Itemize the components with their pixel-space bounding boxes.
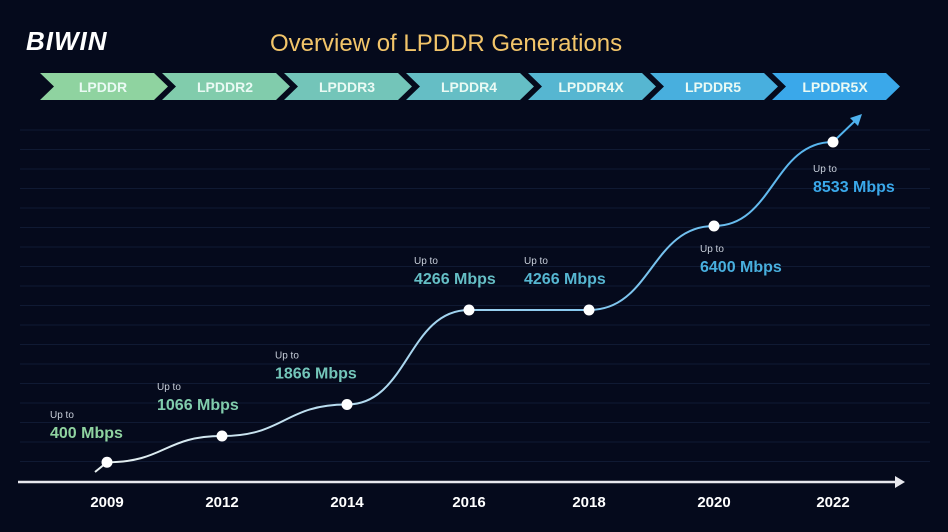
generation-label: LPDDR4 [441,79,497,95]
data-label-prefix: Up to [50,410,74,421]
data-label: 4266 Mbps [524,271,606,288]
x-tick-label: 2018 [572,494,605,511]
data-label-prefix: Up to [414,256,438,267]
data-point [708,220,720,232]
data-point [216,430,228,442]
data-point [101,456,113,468]
x-tick-label: 2022 [816,494,849,511]
data-point [463,304,475,316]
x-tick-label: 2012 [205,494,238,511]
generation-label: LPDDR2 [197,79,253,95]
generation-chevron [162,73,290,100]
generation-label: LPDDR5 [685,79,741,95]
data-label-prefix: Up to [157,382,181,393]
series-line [94,117,859,473]
generation-chevron [650,73,778,100]
data-label-prefix: Up to [813,164,837,175]
x-tick-label: 2014 [330,494,364,511]
data-label-prefix: Up to [700,244,724,255]
generation-label: LPDDR3 [319,79,375,95]
data-label: 4266 Mbps [414,271,496,288]
data-label-prefix: Up to [275,351,299,362]
generation-label: LPDDR4X [558,79,624,95]
x-tick-label: 2016 [452,494,485,511]
data-point [341,399,353,411]
series-arrow [850,114,862,126]
data-point [583,304,595,316]
data-label: 400 Mbps [50,425,123,442]
data-label: 6400 Mbps [700,259,782,276]
chart-title: Overview of LPDDR Generations [270,30,623,57]
generation-chevron [528,73,656,100]
data-point [827,136,839,148]
data-label: 8533 Mbps [813,179,895,196]
generation-label: LPDDR5X [802,79,868,95]
generation-chevron [406,73,534,100]
generation-chevron [772,73,900,100]
x-tick-label: 2009 [90,494,123,511]
x-axis-arrow [895,476,905,488]
generation-chevron [284,73,412,100]
generation-chevron [40,73,168,100]
generation-label: LPDDR [79,79,127,95]
data-label: 1866 Mbps [275,366,357,383]
data-label: 1066 Mbps [157,397,239,414]
data-label-prefix: Up to [524,256,548,267]
brand-logo: BIWIN [26,26,108,56]
x-tick-label: 2020 [697,494,730,511]
